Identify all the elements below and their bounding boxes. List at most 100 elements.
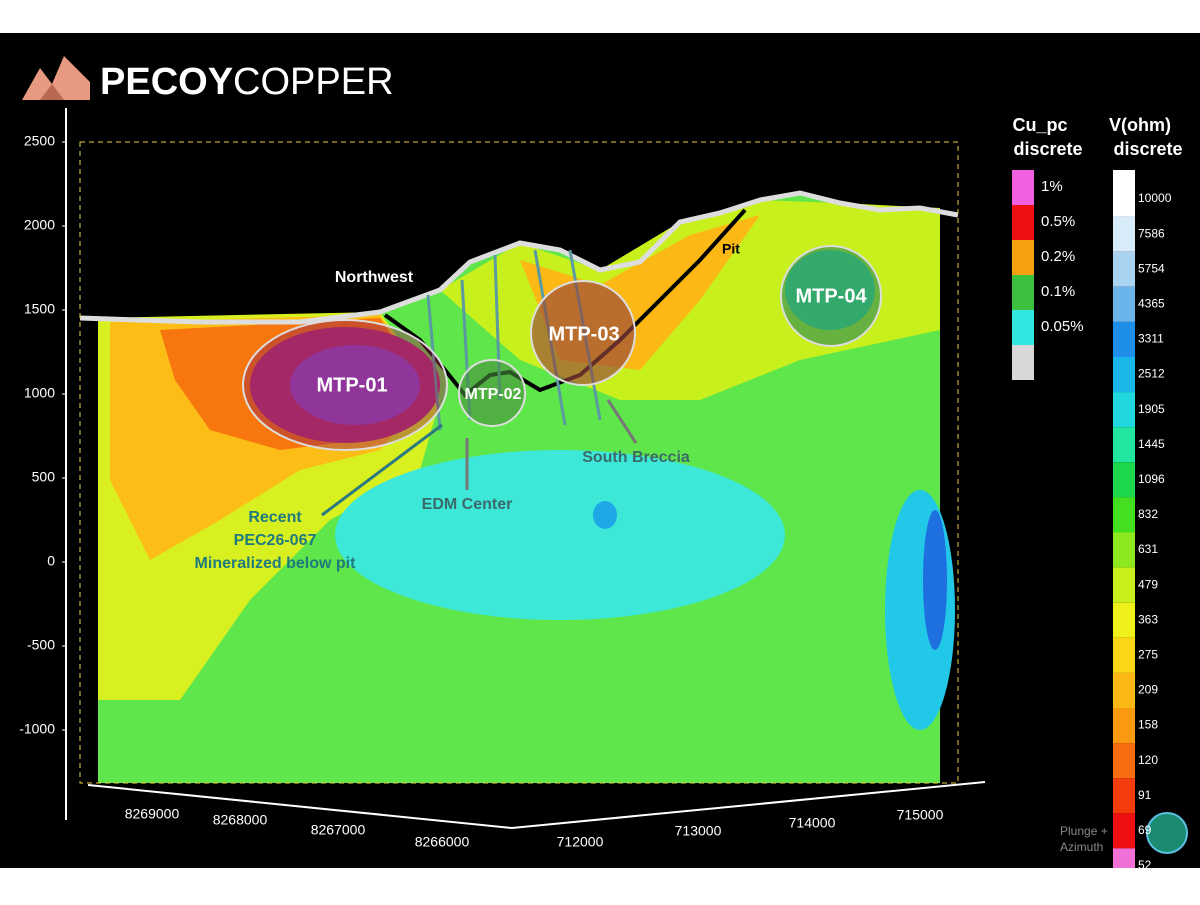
legend-swatch [1113, 743, 1135, 779]
legend-title: discrete [1013, 139, 1082, 159]
y-tick-label: 0 [47, 553, 55, 569]
annotation: PEC26-067 [234, 532, 317, 549]
y-tick-label: 1500 [24, 301, 55, 317]
pit-outline [383, 208, 747, 398]
drill-hole [426, 294, 442, 431]
legend-swatch [1113, 286, 1135, 322]
legend-label: 1905 [1138, 402, 1165, 416]
legend-swatch [1012, 275, 1034, 310]
legend-swatch [1113, 181, 1135, 217]
annotation: Mineralized below pit [195, 555, 357, 572]
view-label: Plunge + [1060, 824, 1108, 838]
axis-line [87, 781, 986, 830]
legend-swatch [1113, 216, 1135, 252]
target-label: MTP-02 [465, 386, 522, 403]
legend-swatch [1113, 392, 1135, 428]
legend-label: 0.1% [1041, 283, 1075, 300]
legend-label: 5754 [1138, 261, 1165, 275]
legend-label: 0.5% [1041, 213, 1075, 230]
logo-bold: PECOY [100, 61, 233, 103]
target-zone [458, 359, 526, 427]
annotation: EDM Center [422, 496, 513, 513]
annotation: South Breccia [582, 449, 690, 466]
legend-swatch [1113, 462, 1135, 498]
target-label: MTP-01 [316, 374, 387, 396]
annotation: Pit [722, 241, 740, 257]
legend-swatch [1113, 813, 1135, 849]
legend-title: Cu_pc [1012, 115, 1067, 135]
y-tick-label: 1000 [24, 385, 55, 401]
y-tick-label: -1000 [19, 721, 55, 737]
logo-text: PECOYCOPPER [100, 61, 394, 103]
legend-swatch [1113, 497, 1135, 533]
legend-swatch [1113, 672, 1135, 708]
legend-label: 4365 [1138, 296, 1165, 310]
legend-label: 479 [1138, 577, 1158, 591]
x-tick-label: 712000 [557, 834, 604, 850]
arrows [321, 399, 638, 517]
legend-label: 832 [1138, 507, 1158, 521]
legend-swatch [1113, 251, 1135, 287]
legend-label: 363 [1138, 612, 1158, 626]
logo-icon [22, 56, 90, 100]
arrow [606, 399, 638, 444]
legend-swatch [1113, 708, 1135, 744]
legend-label: 209 [1138, 683, 1158, 697]
page-footer [0, 868, 1200, 900]
legend-label: 158 [1138, 718, 1158, 732]
legend-label: 631 [1138, 542, 1158, 556]
x-tick-label: 8268000 [213, 812, 268, 828]
compass [1146, 812, 1188, 854]
logo-light: COPPER [233, 61, 393, 103]
target-label: MTP-03 [548, 323, 619, 345]
legend-label: 275 [1138, 647, 1158, 661]
legend-swatch [1113, 778, 1135, 814]
x-tick-label: 715000 [897, 807, 944, 823]
legend-label: 1% [1041, 178, 1063, 195]
arrow [321, 423, 443, 517]
legend-swatch [1012, 205, 1034, 240]
target-zone [530, 280, 636, 386]
section-boundary [79, 141, 959, 784]
target-label: MTP-04 [795, 285, 867, 307]
resistivity-zone [335, 450, 785, 620]
legend-label: 3311 [1138, 332, 1164, 346]
legend-swatch [1113, 357, 1135, 393]
legend-swatch [1012, 310, 1034, 345]
y-tick-label: 500 [32, 469, 56, 485]
y-tick-label: 2000 [24, 217, 55, 233]
legend-label: 0.05% [1041, 318, 1084, 335]
legend-label: 120 [1138, 753, 1158, 767]
legend-title: V(ohm) [1109, 115, 1171, 135]
target-zone [780, 245, 882, 347]
y-tick-label: -500 [27, 637, 55, 653]
annotation: Northwest [335, 269, 414, 286]
legend-swatch [1113, 427, 1135, 463]
target-zone [242, 319, 448, 451]
legend-label: 10000 [1138, 191, 1172, 205]
annotation: Recent [248, 509, 302, 526]
x-tick-label: 8267000 [311, 822, 366, 838]
legend-swatch [1012, 345, 1034, 380]
view-label: Azimuth [1060, 840, 1103, 854]
legend-swatch [1012, 240, 1034, 275]
resistivity-zone [923, 510, 947, 650]
legend-label: 69 [1138, 823, 1152, 837]
topography [79, 190, 959, 325]
x-tick-label: 8266000 [415, 834, 470, 850]
legend-label: 7586 [1138, 226, 1165, 240]
logo-icon [40, 84, 64, 100]
x-tick-label: 713000 [675, 823, 722, 839]
legend-swatch [1113, 637, 1135, 673]
legend-label: 1445 [1138, 437, 1165, 451]
legend-swatch [1113, 532, 1135, 568]
x-tick-label: 714000 [789, 815, 836, 831]
resistivity-zone [290, 345, 420, 425]
x-tick-label: 8269000 [125, 806, 180, 822]
legend-label: 91 [1138, 788, 1152, 802]
legend-swatch [1113, 170, 1135, 182]
legend-swatch [1113, 567, 1135, 603]
